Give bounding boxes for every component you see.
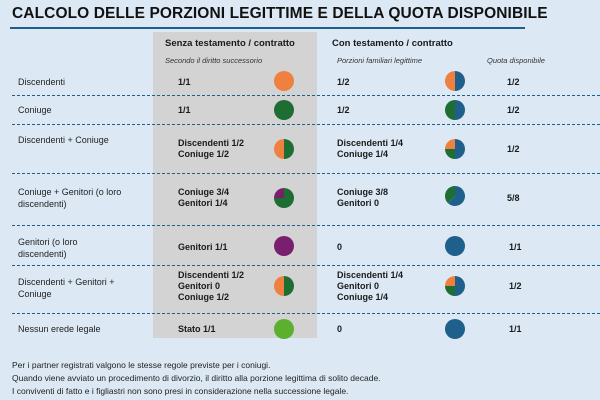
legitimate-share: 0 bbox=[337, 324, 343, 334]
legitimate-share: Discendenti 1/4 Coniuge 1/4 bbox=[337, 138, 404, 159]
legitimate-pie bbox=[445, 100, 465, 120]
available-quota: 1/1 bbox=[509, 324, 522, 334]
row-label: Nessun erede legale bbox=[18, 324, 101, 334]
intestate-share: Genitori 1/1 bbox=[178, 242, 228, 252]
row-divider bbox=[12, 265, 600, 266]
footnote: I conviventi di fatto e i figliastri non… bbox=[12, 386, 349, 396]
header-without-will: Senza testamento / contratto bbox=[165, 38, 295, 49]
intestate-pie bbox=[274, 71, 294, 91]
intestate-pie bbox=[274, 319, 294, 339]
intestate-share: Stato 1/1 bbox=[178, 324, 216, 334]
legitimate-share: 1/2 bbox=[337, 105, 350, 115]
row-label: Discendenti + Genitori + Coniuge bbox=[18, 277, 115, 299]
subheader-succession-law: Secondo il diritto successorio bbox=[165, 56, 263, 65]
intestate-share: 1/1 bbox=[178, 77, 191, 87]
legitimate-pie bbox=[445, 186, 465, 206]
intestate-pie bbox=[274, 139, 294, 159]
intestate-share: 1/1 bbox=[178, 105, 191, 115]
available-quota: 1/2 bbox=[509, 281, 522, 291]
row-label: Coniuge + Genitori (o loro discendenti) bbox=[18, 187, 122, 209]
available-quota: 5/8 bbox=[507, 193, 520, 203]
subheader-family-portions: Porzioni familiari legittime bbox=[337, 56, 423, 65]
subheader-available-quota: Quota disponibile bbox=[487, 56, 545, 65]
footnote: Quando viene avviato un procedimento di … bbox=[12, 373, 381, 383]
row-divider bbox=[12, 225, 600, 226]
legitimate-share: 1/2 bbox=[337, 77, 350, 87]
legitimate-pie bbox=[445, 139, 465, 159]
footnote: Per i partner registrati valgono le stes… bbox=[12, 360, 271, 370]
legitimate-share: Discendenti 1/4 Genitori 0 Coniuge 1/4 bbox=[337, 270, 404, 302]
available-quota: 1/1 bbox=[509, 242, 522, 252]
legitimate-pie bbox=[445, 276, 465, 296]
row-divider bbox=[12, 124, 600, 125]
legitimate-share: Coniuge 3/8 Genitori 0 bbox=[337, 187, 389, 208]
row-label: Discendenti bbox=[18, 77, 66, 87]
row-label: Genitori (o loro discendenti) bbox=[18, 237, 78, 259]
intestate-share: Discendenti 1/2 Genitori 0 Coniuge 1/2 bbox=[178, 270, 245, 302]
intestate-pie bbox=[274, 276, 294, 296]
row-label: Coniuge bbox=[18, 105, 52, 115]
legitimate-share: 0 bbox=[337, 242, 343, 252]
row-divider bbox=[12, 313, 600, 314]
available-quota: 1/2 bbox=[507, 77, 520, 87]
intestate-pie bbox=[274, 100, 294, 120]
legitimate-pie bbox=[445, 319, 465, 339]
row-divider bbox=[12, 173, 600, 174]
row-divider bbox=[12, 95, 600, 96]
intestate-share: Coniuge 3/4 Genitori 1/4 bbox=[178, 187, 230, 208]
available-quota: 1/2 bbox=[507, 105, 520, 115]
title-underline bbox=[10, 27, 525, 29]
intestate-share: Discendenti 1/2 Coniuge 1/2 bbox=[178, 138, 245, 159]
intestate-pie bbox=[274, 188, 294, 208]
page-title: CALCOLO DELLE PORZIONI LEGITTIME E DELLA… bbox=[12, 5, 548, 22]
legitimate-pie bbox=[445, 236, 465, 256]
row-label: Discendenti + Coniuge bbox=[18, 135, 109, 145]
intestate-pie bbox=[274, 236, 294, 256]
available-quota: 1/2 bbox=[507, 144, 520, 154]
legitimate-pie bbox=[445, 71, 465, 91]
header-with-will: Con testamento / contratto bbox=[332, 38, 453, 49]
